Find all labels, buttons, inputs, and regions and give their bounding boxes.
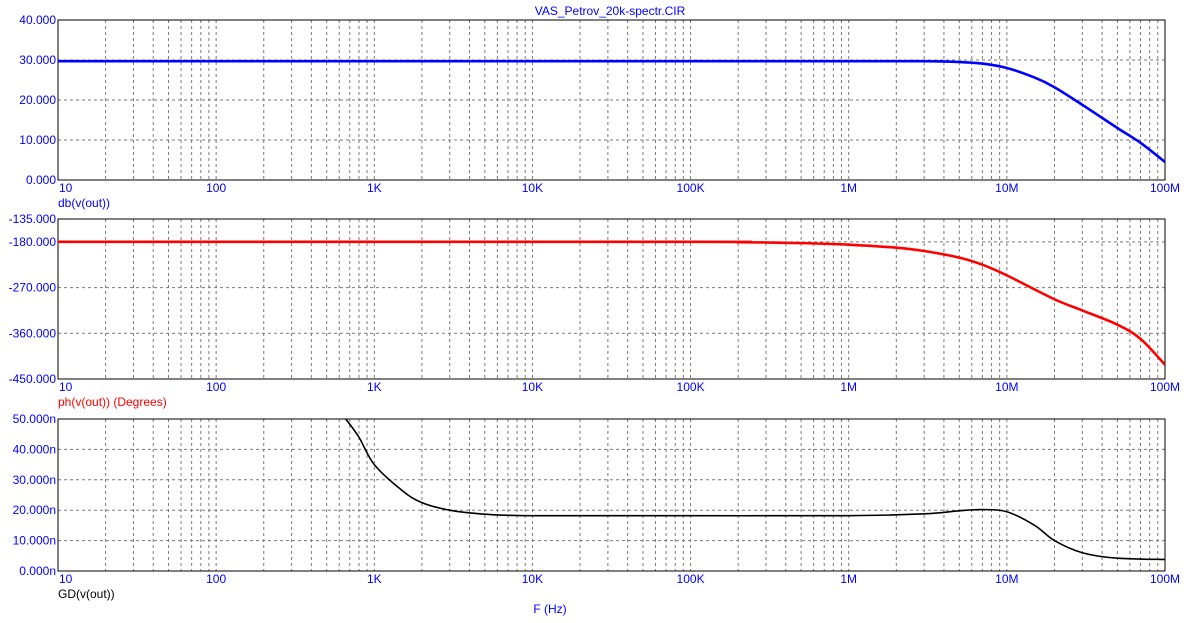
y-tick-label: -135.000 — [9, 212, 57, 226]
y-tick-label: 50.000n — [13, 412, 56, 426]
y-tick-label: 20.000 — [19, 93, 56, 107]
x-tick-label: 100K — [677, 380, 705, 394]
x-tick-label: 1K — [367, 380, 382, 394]
y-tick-label: 40.000 — [19, 13, 56, 27]
x-tick-label: 10 — [59, 572, 73, 586]
y-tick-label: 40.000n — [13, 442, 56, 456]
x-tick-label: 10M — [995, 572, 1018, 586]
y-tick-label: 10.000n — [13, 534, 56, 548]
x-tick-label: 1K — [367, 181, 382, 195]
plot-panel-2: -135.000 -180.000 -270.000 -360.000 -450.000… — [9, 212, 1180, 409]
x-tick-label: 100K — [677, 181, 705, 195]
plot-frame — [57, 418, 1166, 572]
y-tick-label: 10.000 — [19, 133, 56, 147]
x-tick-label: 100 — [206, 572, 226, 586]
plot-frame — [57, 19, 1166, 181]
y-tick-label: 30.000n — [13, 473, 56, 487]
x-tick-label: 10 — [59, 181, 73, 195]
plot-panels: 0.000 10.000 20.000 30.000 40.000 10 100 1K 10K 1… — [9, 13, 1180, 601]
x-tick-label: 10 — [59, 380, 73, 394]
y-tick-label: -270.000 — [9, 281, 57, 295]
x-tick-label: 10M — [995, 380, 1018, 394]
x-tick-label: 100M — [1150, 572, 1180, 586]
y-tick-label: -180.000 — [9, 235, 57, 249]
series-label: GD(v(out)) — [58, 587, 115, 601]
x-tick-label: 10K — [522, 572, 543, 586]
x-tick-label: 100M — [1150, 181, 1180, 195]
chart-title: VAS_Petrov_20k-spectr.CIR — [535, 4, 686, 18]
plot-panel-1: 0.000 10.000 20.000 30.000 40.000 10 100 1K 10K 1… — [19, 13, 1180, 210]
series-line — [58, 240, 1165, 366]
y-tick-label: 0.000 — [26, 173, 56, 187]
x-axis-label: F (Hz) — [533, 602, 566, 616]
plot-panel-3: 0.000n 10.000n 20.000n 30.000n 40.000n 50.000… — [13, 412, 1180, 601]
x-tick-label: 10K — [522, 181, 543, 195]
series-line — [58, 59, 1165, 164]
y-tick-label: 30.000 — [19, 53, 56, 67]
x-tick-label: 100M — [1150, 380, 1180, 394]
x-tick-label: 1M — [840, 181, 857, 195]
x-tick-label: 10K — [522, 380, 543, 394]
x-tick-label: 1M — [840, 380, 857, 394]
y-tick-label: 20.000n — [13, 503, 56, 517]
plot-frame — [57, 218, 1166, 380]
series-label: ph(v(out)) (Degrees) — [58, 395, 167, 409]
x-tick-label: 100 — [206, 181, 226, 195]
x-tick-label: 1K — [367, 572, 382, 586]
x-tick-label: 10M — [995, 181, 1018, 195]
x-tick-label: 100 — [206, 380, 226, 394]
series-line — [345, 419, 1165, 561]
y-tick-label: 0.000n — [19, 564, 56, 578]
y-tick-label: -360.000 — [9, 326, 57, 340]
series-label: db(v(out)) — [58, 196, 110, 210]
x-tick-label: 100K — [677, 572, 705, 586]
y-tick-label: -450.000 — [9, 372, 57, 386]
x-tick-label: 1M — [840, 572, 857, 586]
